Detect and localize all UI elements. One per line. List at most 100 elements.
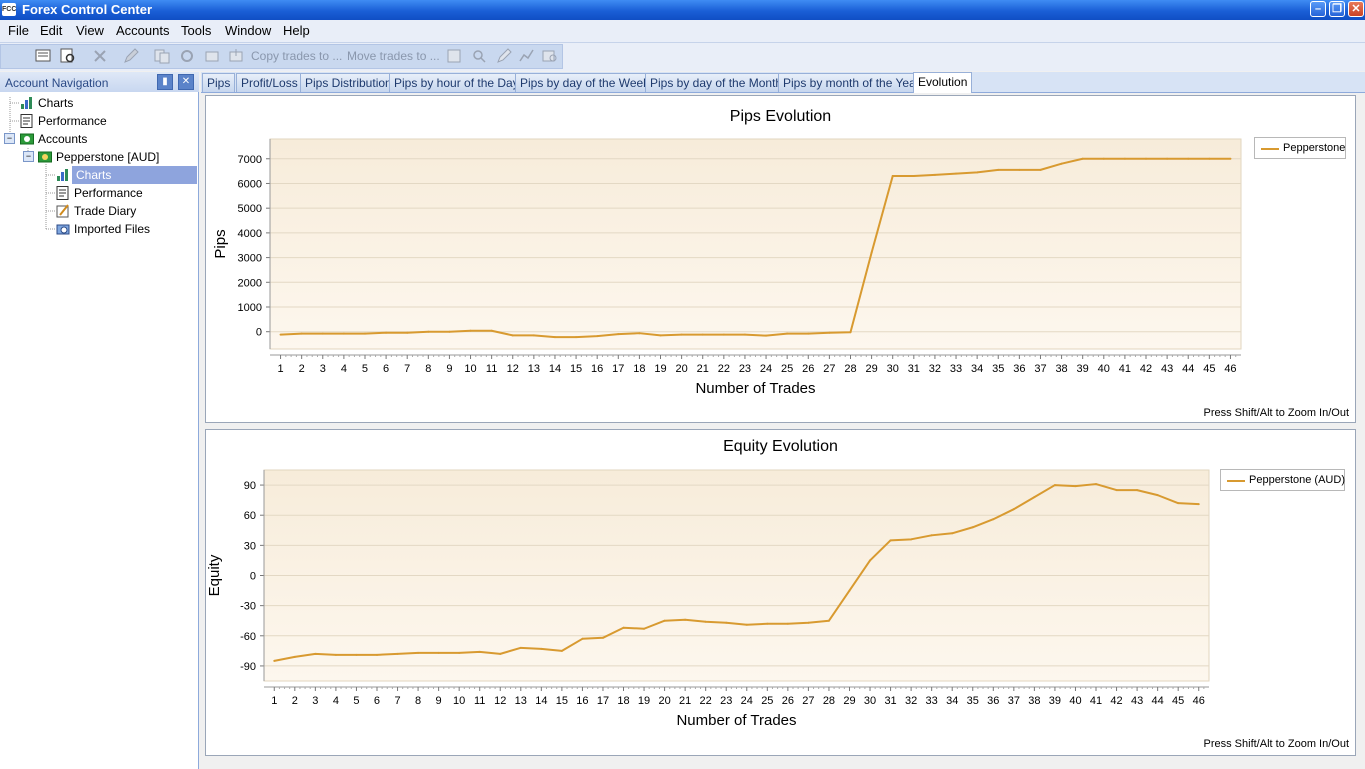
tab-pips-by-day-of-month[interactable]: Pips by day of the Month: [645, 73, 788, 92]
edit-icon[interactable]: [122, 47, 140, 65]
x-tick-label: 17: [612, 363, 624, 375]
x-tick-label: 36: [1013, 363, 1025, 375]
tab-profit-loss[interactable]: Profit/Loss: [236, 73, 303, 92]
tab-pips[interactable]: Pips: [202, 73, 236, 92]
tree-item-charts[interactable]: Charts: [38, 96, 74, 110]
data-point: [955, 172, 958, 175]
data-point: [601, 636, 604, 639]
tree-item-performance[interactable]: Performance: [38, 114, 107, 128]
accounts-icon: [20, 132, 34, 146]
data-point: [1095, 483, 1098, 486]
copy-icon[interactable]: [153, 47, 171, 65]
menu-window[interactable]: Window: [225, 23, 272, 38]
x-tick-label: 26: [802, 363, 814, 375]
menu-file[interactable]: File: [8, 23, 29, 38]
x-tick-label: 1: [271, 695, 277, 707]
data-point: [300, 332, 303, 335]
data-point: [273, 659, 276, 662]
collapse-pepperstone-icon[interactable]: −: [23, 151, 34, 162]
y-tick-label: 0: [250, 571, 256, 583]
x-tick-label: 2: [292, 695, 298, 707]
data-point: [786, 622, 789, 625]
x-tick-label: 44: [1152, 695, 1164, 707]
chart-edit-icon[interactable]: [518, 47, 536, 65]
chart-tabs: Pips Profit/Loss Pips Distribution Pips …: [201, 72, 1365, 93]
x-tick-label: 22: [700, 695, 712, 707]
tab-pips-by-weekday[interactable]: Pips by day of the Week: [515, 73, 655, 92]
close-button[interactable]: ✕: [1348, 1, 1364, 17]
tree-item-trade-diary[interactable]: Trade Diary: [74, 204, 137, 218]
y-tick-label: -30: [240, 601, 256, 613]
data-point: [540, 647, 543, 650]
export-icon[interactable]: [227, 47, 245, 65]
data-point: [638, 332, 641, 335]
note-icon[interactable]: [445, 47, 463, 65]
data-point: [786, 332, 789, 335]
tree-item-account-performance[interactable]: Performance: [74, 186, 143, 200]
tree-item-pepperstone[interactable]: Pepperstone [AUD]: [56, 150, 160, 164]
data-point: [743, 333, 746, 336]
pencil-icon[interactable]: [495, 47, 513, 65]
x-tick-label: 6: [383, 363, 389, 375]
menu-edit[interactable]: Edit: [40, 23, 63, 38]
menu-bar: File Edit View Accounts Tools Window Hel…: [0, 20, 1365, 43]
toolbar: Copy trades to ... Move trades to ...: [0, 43, 1365, 71]
tab-evolution[interactable]: Evolution: [913, 72, 973, 93]
data-point: [417, 651, 420, 654]
data-point: [499, 652, 502, 655]
x-tick-label: 45: [1172, 695, 1184, 707]
data-point: [437, 651, 440, 654]
zoom-icon[interactable]: [541, 47, 559, 65]
x-tick-label: 29: [865, 363, 877, 375]
x-tick-label: 11: [486, 363, 497, 375]
copy-trades-button[interactable]: Copy trades to ...: [251, 49, 343, 63]
x-tick-label: 31: [884, 695, 896, 707]
close-panel-icon[interactable]: ✕: [178, 74, 194, 90]
restore-button[interactable]: ❐: [1329, 1, 1345, 17]
x-tick-label: 19: [638, 695, 650, 707]
legend-label: Pepperstone: [1283, 142, 1346, 154]
data-point: [385, 331, 388, 334]
data-point: [293, 655, 296, 658]
x-tick-label: 37: [1034, 363, 1046, 375]
y-tick-label: 1000: [238, 302, 262, 314]
search-icon[interactable]: [470, 47, 488, 65]
tab-pips-by-month[interactable]: Pips by month of the Year: [778, 73, 925, 92]
data-point: [1060, 162, 1063, 165]
collapse-accounts-icon[interactable]: −: [4, 133, 15, 144]
data-point: [596, 335, 599, 338]
x-tick-label: 41: [1090, 695, 1102, 707]
y-axis-label: Equity: [206, 554, 223, 596]
list-icon[interactable]: [34, 47, 52, 65]
tree-item-accounts[interactable]: Accounts: [38, 132, 88, 146]
data-point: [478, 650, 481, 653]
account-money-icon: [38, 150, 52, 164]
x-tick-label: 13: [515, 695, 527, 707]
preview-icon[interactable]: [59, 47, 77, 65]
x-tick-label: 35: [967, 695, 979, 707]
delete-icon[interactable]: [91, 47, 109, 65]
menu-help[interactable]: Help: [283, 23, 310, 38]
tree-item-account-charts[interactable]: Charts: [72, 166, 197, 184]
x-tick-label: 30: [864, 695, 876, 707]
data-point: [532, 334, 535, 337]
menu-accounts[interactable]: Accounts: [116, 23, 170, 38]
tab-pips-by-hour[interactable]: Pips by hour of the Day: [389, 73, 524, 92]
x-tick-label: 32: [929, 363, 941, 375]
menu-tools[interactable]: Tools: [181, 23, 212, 38]
minimize-button[interactable]: –: [1310, 1, 1326, 17]
x-tick-label: 20: [675, 363, 687, 375]
pin-icon[interactable]: ▮: [157, 74, 173, 90]
tree-item-imported-files[interactable]: Imported Files: [74, 222, 151, 236]
import-icon[interactable]: [203, 47, 221, 65]
move-trades-button[interactable]: Move trades to ...: [347, 49, 440, 63]
menu-view[interactable]: View: [76, 23, 104, 38]
x-tick-label: 27: [823, 363, 835, 375]
x-tick-label: 39: [1049, 695, 1061, 707]
data-point: [342, 332, 345, 335]
data-point: [869, 559, 872, 562]
refresh-icon[interactable]: [178, 47, 196, 65]
tab-pips-distribution[interactable]: Pips Distribution: [300, 73, 397, 92]
